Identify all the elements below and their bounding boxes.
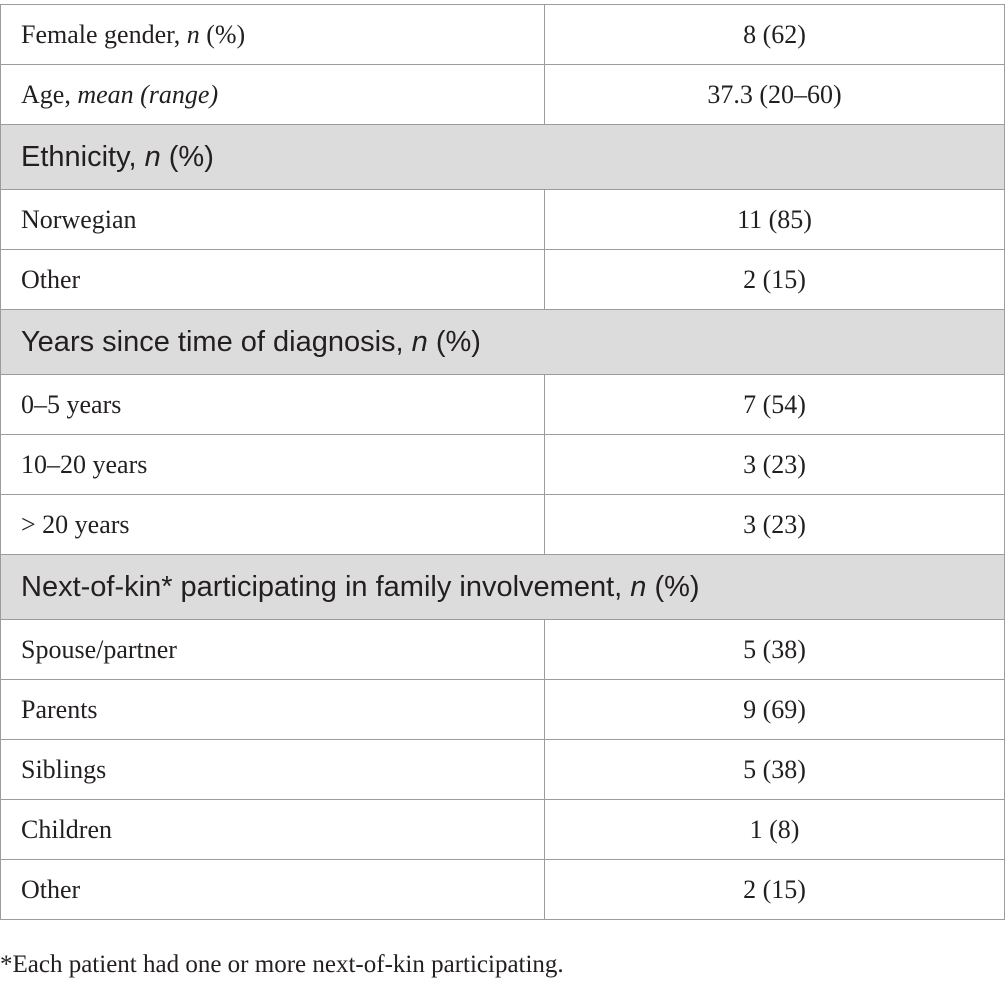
label-text: Parents (21, 694, 98, 724)
section-header: Ethnicity, n (%) (0, 124, 1005, 190)
table-row: Children 1 (8) (0, 799, 1005, 860)
row-value: 3 (23) (544, 434, 1005, 495)
row-value: 8 (62) (544, 4, 1005, 65)
table-row: Spouse/partner 5 (38) (0, 619, 1005, 680)
label-text: 10–20 years (21, 449, 148, 479)
label-text: Age, (21, 79, 78, 109)
label-text: Other (21, 874, 81, 904)
demographics-table: Female gender, n (%) 8 (62) Age, mean (ran… (0, 4, 1005, 920)
row-value: 3 (23) (544, 494, 1005, 555)
table-row: Other 2 (15) (0, 249, 1005, 310)
row-label: 0–5 years (0, 374, 545, 435)
row-label: Norwegian (0, 189, 545, 250)
label-text: Spouse/partner (21, 634, 177, 664)
label-tail: (%) (427, 325, 481, 358)
row-value: 11 (85) (544, 189, 1005, 250)
label-italic: n (411, 325, 428, 358)
row-value: 2 (15) (544, 249, 1005, 310)
section-header-row: Years since time of diagnosis, n (%) (0, 309, 1005, 375)
row-label: Spouse/partner (0, 619, 545, 680)
row-label: Other (0, 249, 545, 310)
table-row: Other 2 (15) (0, 859, 1005, 920)
row-value: 5 (38) (544, 619, 1005, 680)
table-footnote: *Each patient had one or more next-of-ki… (0, 951, 564, 978)
label-tail: (%) (646, 570, 700, 603)
row-value: 37.3 (20–60) (544, 64, 1005, 125)
label-tail: (%) (160, 140, 214, 173)
label-italic: n (186, 19, 200, 49)
label-italic: n (144, 140, 161, 173)
table-row: > 20 years 3 (23) (0, 494, 1005, 555)
label-text: Female gender, (21, 19, 187, 49)
section-header: Next-of-kin* participating in family inv… (0, 554, 1005, 620)
row-value: 1 (8) (544, 799, 1005, 860)
label-text: Children (21, 814, 112, 844)
row-label: Parents (0, 679, 545, 740)
label-italic: mean (range) (77, 79, 219, 109)
label-text: Years since time of diagnosis, (21, 325, 412, 358)
table-row: Siblings 5 (38) (0, 739, 1005, 800)
row-label: Siblings (0, 739, 545, 800)
row-value: 9 (69) (544, 679, 1005, 740)
row-label: Female gender, n (%) (0, 4, 545, 65)
row-value: 2 (15) (544, 859, 1005, 920)
row-label: > 20 years (0, 494, 545, 555)
label-text: Norwegian (21, 204, 137, 234)
label-italic: n (630, 570, 647, 603)
section-header: Years since time of diagnosis, n (%) (0, 309, 1005, 375)
row-value: 5 (38) (544, 739, 1005, 800)
label-text: 0–5 years (21, 389, 122, 419)
table-row: Female gender, n (%) 8 (62) (0, 4, 1005, 65)
section-header-row: Ethnicity, n (%) (0, 124, 1005, 190)
section-header-row: Next-of-kin* participating in family inv… (0, 554, 1005, 620)
row-label: Children (0, 799, 545, 860)
row-label: Other (0, 859, 545, 920)
label-text: > 20 years (21, 509, 130, 539)
label-tail: (%) (199, 19, 246, 49)
row-value: 7 (54) (544, 374, 1005, 435)
table-row: Parents 9 (69) (0, 679, 1005, 740)
table-row: 10–20 years 3 (23) (0, 434, 1005, 495)
table-row: Age, mean (range) 37.3 (20–60) (0, 64, 1005, 125)
label-text: Siblings (21, 754, 107, 784)
label-text: Ethnicity, (21, 140, 145, 173)
table-row: Norwegian 11 (85) (0, 189, 1005, 250)
label-text: Next-of-kin* participating in family inv… (21, 570, 631, 603)
row-label: Age, mean (range) (0, 64, 545, 125)
label-text: Other (21, 264, 81, 294)
table-row: 0–5 years 7 (54) (0, 374, 1005, 435)
row-label: 10–20 years (0, 434, 545, 495)
table-body: Female gender, n (%) 8 (62) Age, mean (ran… (0, 4, 1005, 920)
